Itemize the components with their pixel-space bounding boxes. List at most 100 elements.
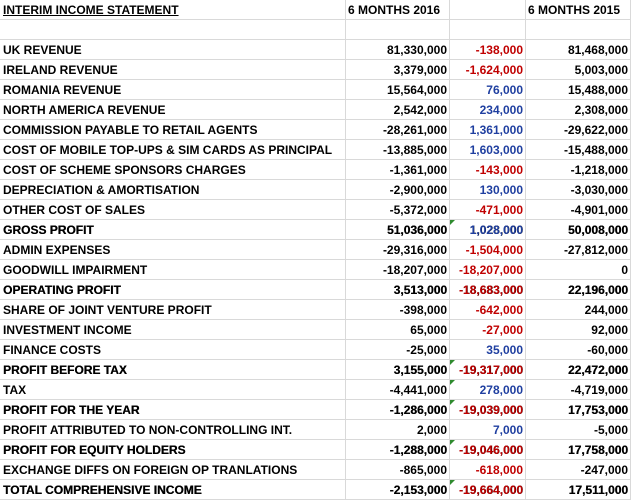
value-2015[interactable]: 17,758,000 xyxy=(526,440,631,460)
value-2016[interactable]: -13,885,000 xyxy=(346,140,450,160)
value-change[interactable]: 278,000 xyxy=(450,380,526,400)
row-label[interactable]: PROFIT ATTRIBUTED TO NON-CONTROLLING INT… xyxy=(0,420,346,440)
value-2016[interactable]: -1,288,000 xyxy=(346,440,450,460)
row-label[interactable]: FINANCE COSTS xyxy=(0,340,346,360)
value-2015[interactable]: -5,000 xyxy=(526,420,631,440)
value-change[interactable]: -19,317,000 xyxy=(450,360,526,380)
value-2016[interactable]: -5,372,000 xyxy=(346,200,450,220)
value-2016[interactable]: 51,036,000 xyxy=(346,220,450,240)
empty-cell[interactable] xyxy=(346,20,450,40)
value-2016[interactable]: -865,000 xyxy=(346,460,450,480)
row-label[interactable]: PROFIT BEFORE TAX xyxy=(0,360,346,380)
row-label[interactable]: TOTAL COMPREHENSIVE INCOME xyxy=(0,480,346,500)
value-change[interactable]: -143,000 xyxy=(450,160,526,180)
value-change[interactable]: -19,039,000 xyxy=(450,400,526,420)
value-change[interactable]: -18,683,000 xyxy=(450,280,526,300)
value-2016[interactable]: -1,361,000 xyxy=(346,160,450,180)
value-2015[interactable]: 17,753,000 xyxy=(526,400,631,420)
value-change[interactable]: -618,000 xyxy=(450,460,526,480)
row-label[interactable]: COST OF SCHEME SPONSORS CHARGES xyxy=(0,160,346,180)
empty-cell[interactable] xyxy=(526,20,631,40)
empty-cell[interactable] xyxy=(450,20,526,40)
value-2016[interactable]: -398,000 xyxy=(346,300,450,320)
value-2015[interactable]: 50,008,000 xyxy=(526,220,631,240)
value-2015[interactable]: 244,000 xyxy=(526,300,631,320)
row-label[interactable]: OPERATING PROFIT xyxy=(0,280,346,300)
value-change[interactable]: 234,000 xyxy=(450,100,526,120)
value-change[interactable]: -642,000 xyxy=(450,300,526,320)
value-2015[interactable]: 17,511,000 xyxy=(526,480,631,500)
value-2015[interactable]: 81,468,000 xyxy=(526,40,631,60)
value-2015[interactable]: -4,901,000 xyxy=(526,200,631,220)
row-label[interactable]: IRELAND REVENUE xyxy=(0,60,346,80)
value-2015[interactable]: -15,488,000 xyxy=(526,140,631,160)
value-2016[interactable]: 3,513,000 xyxy=(346,280,450,300)
header-change[interactable] xyxy=(450,0,526,20)
value-change[interactable]: -1,624,000 xyxy=(450,60,526,80)
value-change[interactable]: 1,028,000 xyxy=(450,220,526,240)
value-2015[interactable]: -1,218,000 xyxy=(526,160,631,180)
value-change[interactable]: 130,000 xyxy=(450,180,526,200)
value-2016[interactable]: -28,261,000 xyxy=(346,120,450,140)
value-change[interactable]: -1,504,000 xyxy=(450,240,526,260)
value-2015[interactable]: 15,488,000 xyxy=(526,80,631,100)
value-change[interactable]: 1,603,000 xyxy=(450,140,526,160)
value-change[interactable]: 1,361,000 xyxy=(450,120,526,140)
value-2016[interactable]: 2,542,000 xyxy=(346,100,450,120)
value-change[interactable]: -19,046,000 xyxy=(450,440,526,460)
value-2016[interactable]: 2,000 xyxy=(346,420,450,440)
value-2016[interactable]: 15,564,000 xyxy=(346,80,450,100)
row-label[interactable]: OTHER COST OF SALES xyxy=(0,200,346,220)
value-2016[interactable]: -2,153,000 xyxy=(346,480,450,500)
value-2016[interactable]: -29,316,000 xyxy=(346,240,450,260)
value-2015[interactable]: -27,812,000 xyxy=(526,240,631,260)
value-2016[interactable]: 81,330,000 xyxy=(346,40,450,60)
value-2015[interactable]: 22,196,000 xyxy=(526,280,631,300)
value-2016[interactable]: 3,379,000 xyxy=(346,60,450,80)
value-2015[interactable]: -3,030,000 xyxy=(526,180,631,200)
value-change[interactable]: 7,000 xyxy=(450,420,526,440)
value-2016[interactable]: -25,000 xyxy=(346,340,450,360)
value-2015[interactable]: 5,003,000 xyxy=(526,60,631,80)
value-change[interactable]: -19,664,000 xyxy=(450,480,526,500)
value-change[interactable]: 76,000 xyxy=(450,80,526,100)
row-label[interactable]: INVESTMENT INCOME xyxy=(0,320,346,340)
value-change[interactable]: 35,000 xyxy=(450,340,526,360)
value-2015[interactable]: 0 xyxy=(526,260,631,280)
row-label[interactable]: ROMANIA REVENUE xyxy=(0,80,346,100)
value-2016[interactable]: 65,000 xyxy=(346,320,450,340)
row-label[interactable]: ADMIN EXPENSES xyxy=(0,240,346,260)
value-change[interactable]: -138,000 xyxy=(450,40,526,60)
statement-title[interactable]: INTERIM INCOME STATEMENT xyxy=(0,0,346,20)
empty-cell[interactable] xyxy=(0,20,346,40)
value-2015[interactable]: 2,308,000 xyxy=(526,100,631,120)
value-change[interactable]: -471,000 xyxy=(450,200,526,220)
value-2015[interactable]: -60,000 xyxy=(526,340,631,360)
value-2016[interactable]: -18,207,000 xyxy=(346,260,450,280)
row-label[interactable]: TAX xyxy=(0,380,346,400)
row-label[interactable]: COST OF MOBILE TOP-UPS & SIM CARDS AS PR… xyxy=(0,140,346,160)
row-label[interactable]: GOODWILL IMPAIRMENT xyxy=(0,260,346,280)
row-label[interactable]: SHARE OF JOINT VENTURE PROFIT xyxy=(0,300,346,320)
row-label[interactable]: PROFIT FOR EQUITY HOLDERS xyxy=(0,440,346,460)
value-2015[interactable]: 92,000 xyxy=(526,320,631,340)
value-2016[interactable]: -2,900,000 xyxy=(346,180,450,200)
row-label[interactable]: DEPRECIATION & AMORTISATION xyxy=(0,180,346,200)
value-2015[interactable]: -247,000 xyxy=(526,460,631,480)
value-2016[interactable]: 3,155,000 xyxy=(346,360,450,380)
row-label[interactable]: EXCHANGE DIFFS ON FOREIGN OP TRANLATIONS xyxy=(0,460,346,480)
value-change[interactable]: -27,000 xyxy=(450,320,526,340)
row-label[interactable]: PROFIT FOR THE YEAR xyxy=(0,400,346,420)
row-label[interactable]: NORTH AMERICA REVENUE xyxy=(0,100,346,120)
value-2016[interactable]: -4,441,000 xyxy=(346,380,450,400)
row-label[interactable]: GROSS PROFIT xyxy=(0,220,346,240)
value-change[interactable]: -18,207,000 xyxy=(450,260,526,280)
row-label[interactable]: UK REVENUE xyxy=(0,40,346,60)
value-2015[interactable]: -4,719,000 xyxy=(526,380,631,400)
value-2015[interactable]: 22,472,000 xyxy=(526,360,631,380)
header-6-months-2015[interactable]: 6 MONTHS 2015 xyxy=(526,0,631,20)
value-2015[interactable]: -29,622,000 xyxy=(526,120,631,140)
value-2016[interactable]: -1,286,000 xyxy=(346,400,450,420)
row-label[interactable]: COMMISSION PAYABLE TO RETAIL AGENTS xyxy=(0,120,346,140)
header-6-months-2016[interactable]: 6 MONTHS 2016 xyxy=(346,0,450,20)
